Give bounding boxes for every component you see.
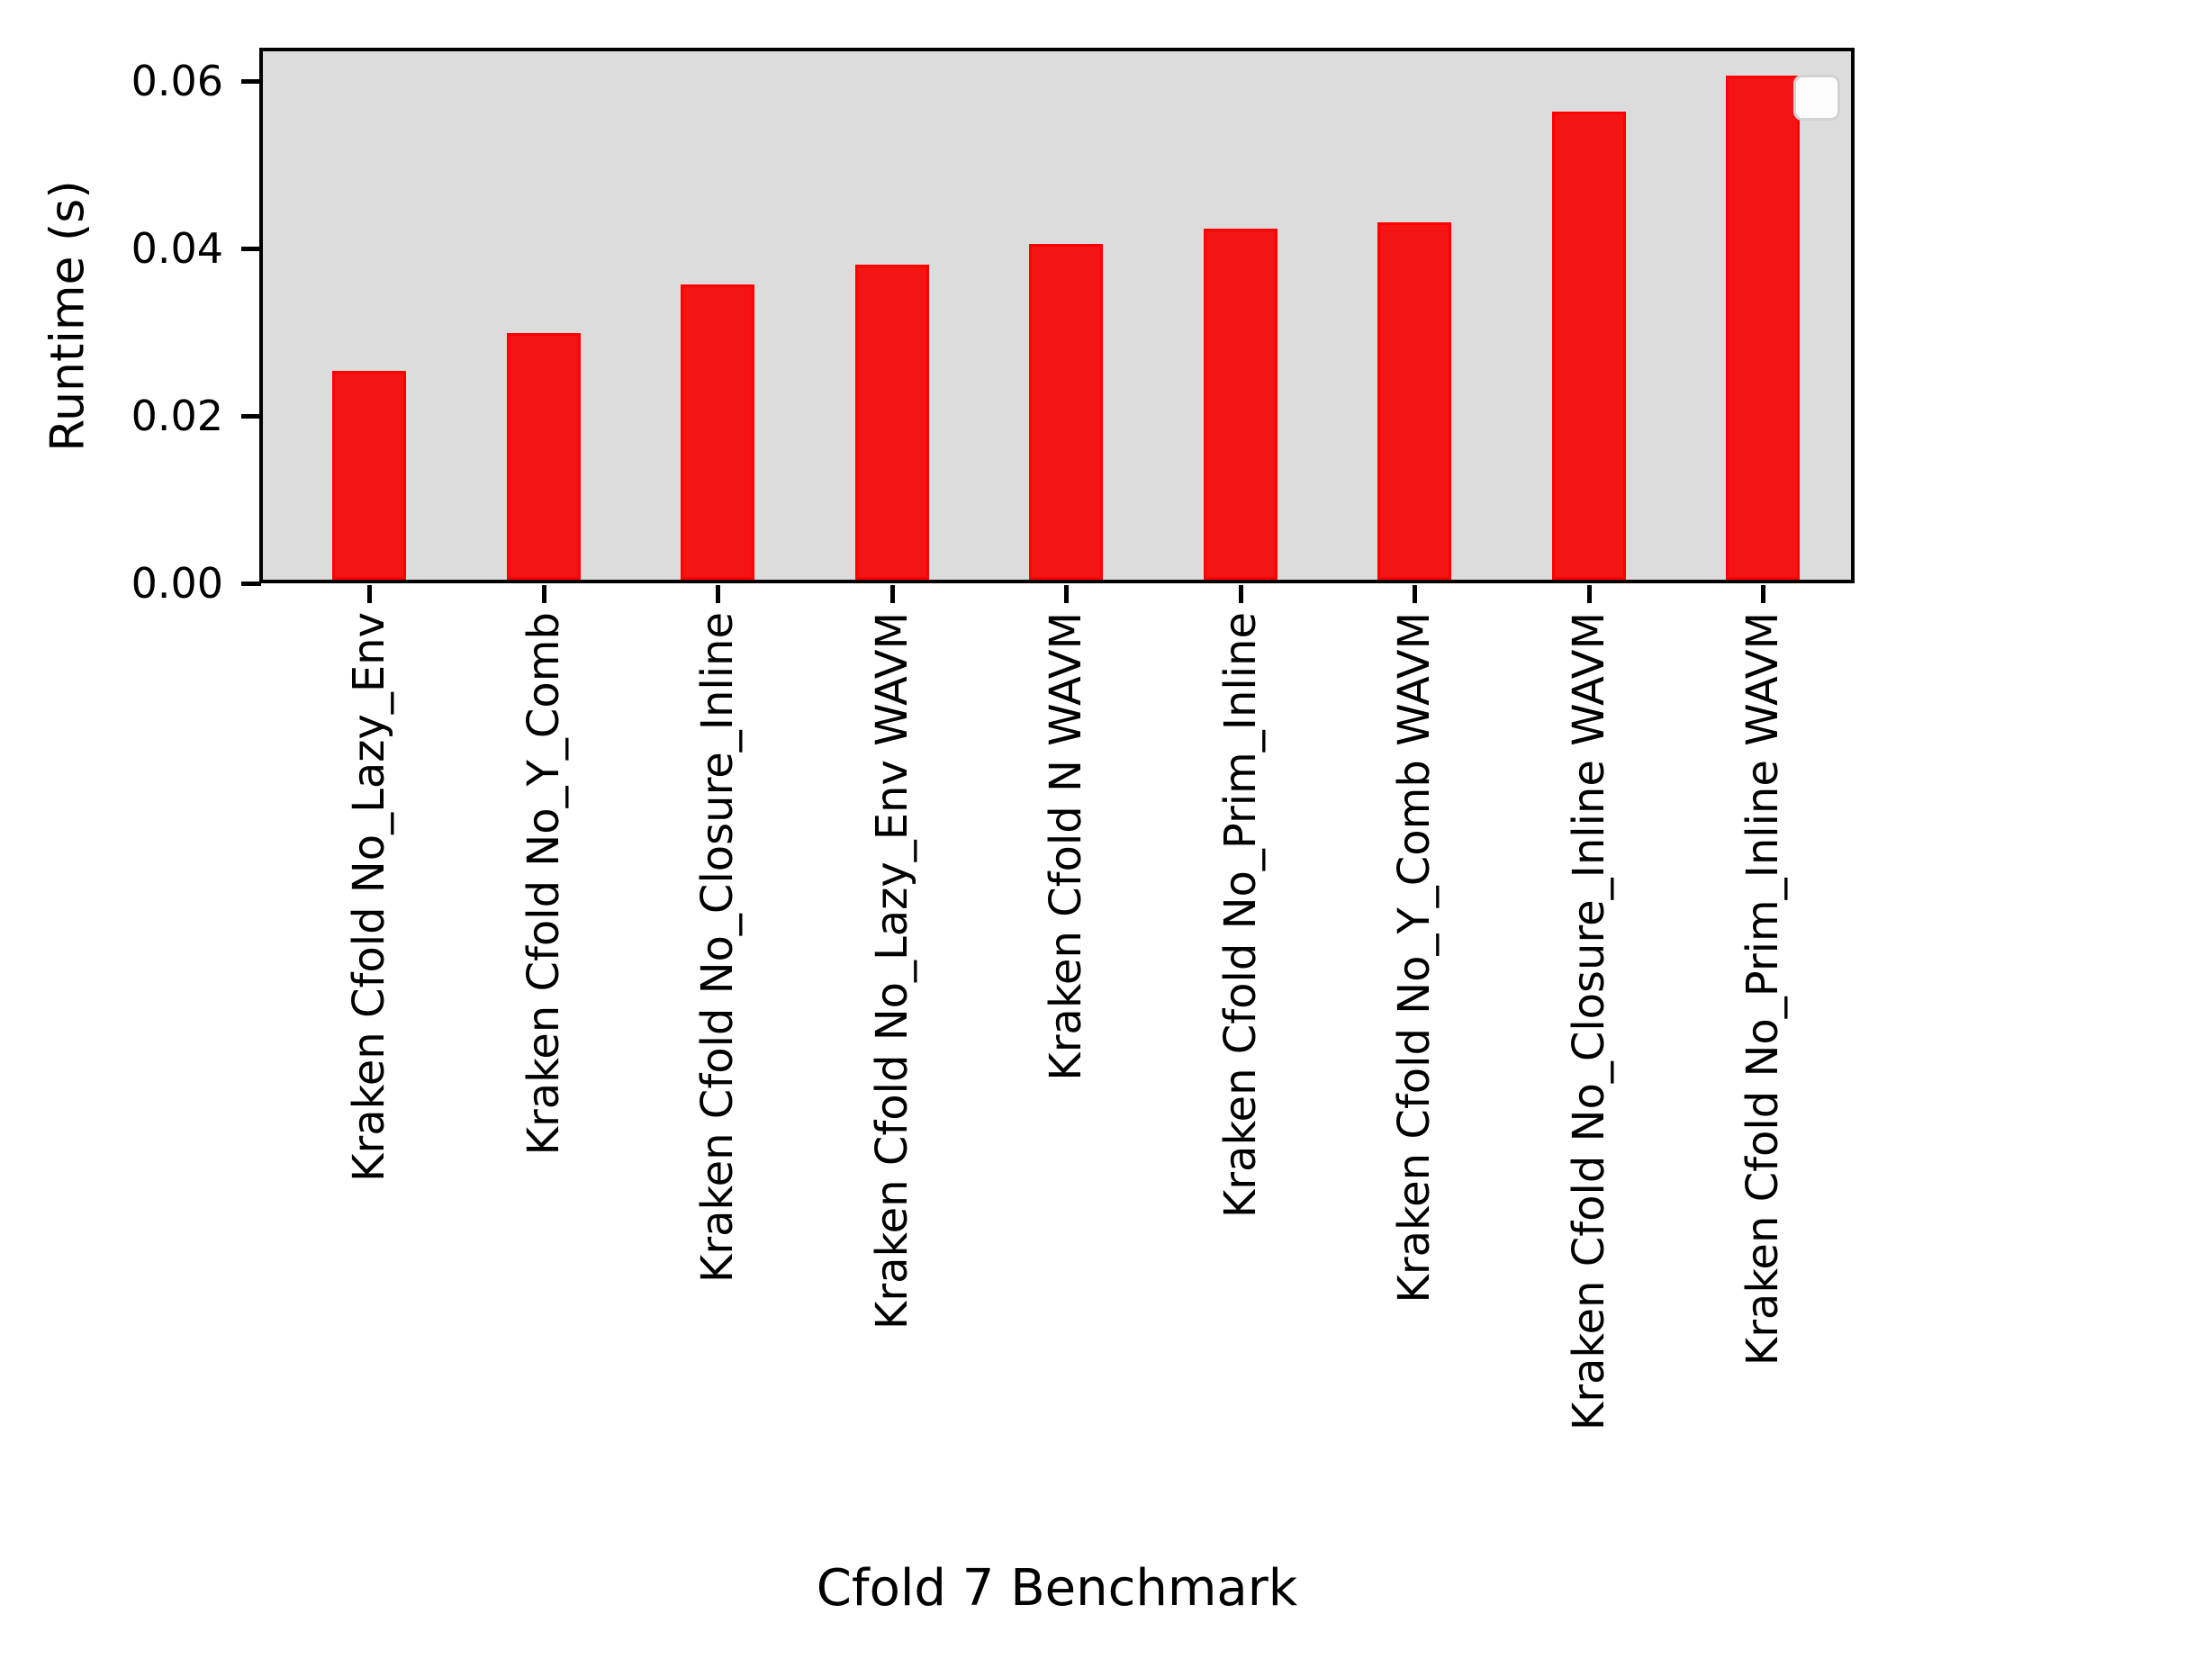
x-tick-label: Kraken Cfold No_Lazy_Env WAVM: [867, 612, 917, 1330]
x-tick-mark: [1587, 585, 1592, 603]
bar: [1204, 229, 1278, 580]
x-tick-label: Kraken Cfold No_Closure_Inline: [692, 612, 743, 1284]
bar: [1552, 112, 1626, 580]
x-tick-label: Kraken Cfold N WAVM: [1041, 612, 1091, 1081]
bar: [681, 284, 754, 580]
bar: [1377, 222, 1451, 580]
y-tick-label: 0.02: [131, 392, 223, 440]
y-axis-title: Runtime (s): [22, 48, 115, 583]
x-tick-label: Kraken Cfold No_Closure_Inline WAVM: [1564, 612, 1614, 1431]
x-tick-label: Kraken Cfold No_Y_Comb WAVM: [1389, 612, 1440, 1303]
bar: [1726, 76, 1800, 580]
bar: [332, 371, 406, 580]
x-tick-mark: [1064, 585, 1069, 603]
x-tick-label: Kraken Cfold No_Prim_Inline: [1215, 612, 1266, 1219]
y-tick-label: 0.00: [131, 559, 223, 608]
bar: [507, 333, 581, 580]
plot-area: [259, 48, 1855, 583]
x-tick-label: Kraken Cfold No_Prim_Inline WAVM: [1738, 612, 1788, 1366]
x-tick-mark: [890, 585, 895, 603]
bar: [1029, 244, 1103, 580]
x-tick-mark: [1239, 585, 1243, 603]
y-tick-mark: [241, 582, 261, 586]
x-tick-mark: [1413, 585, 1417, 603]
y-tick-label: 0.04: [131, 224, 223, 273]
x-axis-title: Cfold 7 Benchmark: [816, 1559, 1298, 1618]
y-tick-mark: [241, 79, 261, 84]
y-tick-mark: [241, 247, 261, 251]
bar: [855, 265, 929, 580]
x-tick-mark: [367, 585, 372, 603]
x-tick-mark: [1761, 585, 1765, 603]
legend-box: [1793, 75, 1840, 121]
y-tick-label: 0.06: [131, 57, 223, 105]
x-tick-mark: [716, 585, 720, 603]
x-tick-label: Kraken Cfold No_Y_Comb: [519, 612, 569, 1156]
x-tick-label: Kraken Cfold No_Lazy_Env: [344, 612, 394, 1182]
y-tick-mark: [241, 414, 261, 419]
x-tick-mark: [542, 585, 546, 603]
